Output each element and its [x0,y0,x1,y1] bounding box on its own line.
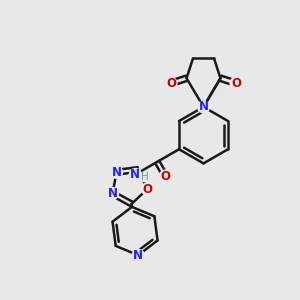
Text: N: N [199,100,208,113]
Circle shape [111,166,122,178]
Text: O: O [166,77,176,90]
Text: N: N [130,168,140,181]
Text: O: O [231,77,241,90]
Circle shape [198,101,209,113]
Circle shape [106,188,119,200]
Text: O: O [142,183,152,196]
Circle shape [159,170,171,182]
Text: O: O [160,169,170,182]
Circle shape [141,183,153,195]
Text: N: N [107,187,118,200]
Text: H: H [141,172,149,182]
Circle shape [140,172,150,182]
Circle shape [230,77,242,89]
Circle shape [165,77,177,89]
Text: N: N [112,166,122,179]
Circle shape [129,169,141,181]
Circle shape [132,249,144,261]
Text: N: N [133,249,143,262]
